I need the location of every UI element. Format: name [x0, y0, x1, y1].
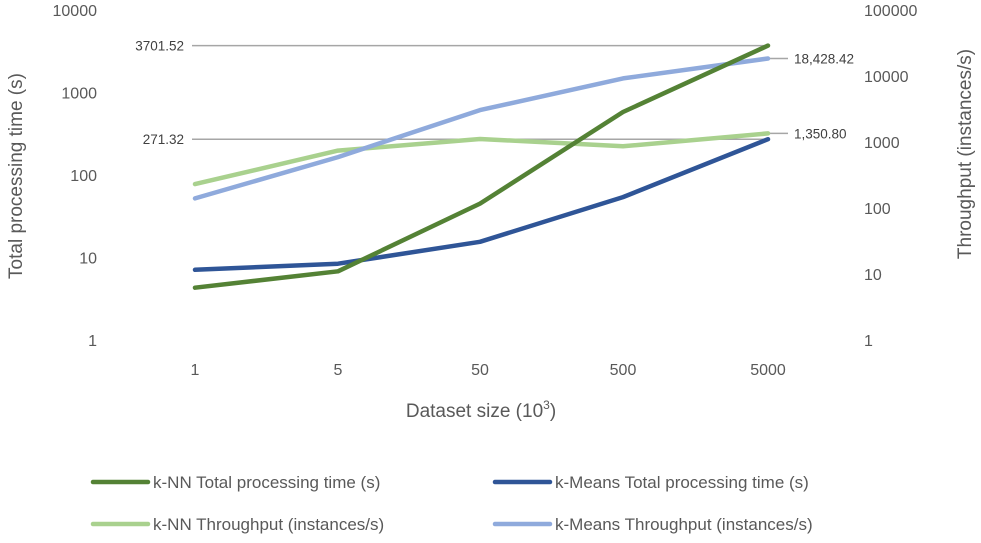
right-tick-label-0: 1: [864, 333, 873, 350]
series-line-1: [192, 136, 771, 273]
right-tick-label-2: 100: [864, 201, 891, 218]
x-axis-title-close: ): [550, 401, 556, 422]
x-tick-label-3: 500: [610, 362, 637, 379]
legend-label-3: k-Means Throughput (instances/s): [555, 515, 813, 534]
x-tick-label-4: 5000: [750, 362, 786, 379]
legend-label-2: k-NN Throughput (instances/s): [153, 515, 384, 534]
left-axis-ticks: 1 10 100 1000 10000: [53, 3, 98, 350]
legend: k-NN Total processing time (s) k-Means To…: [90, 473, 813, 534]
x-tick-label-2: 50: [471, 362, 489, 379]
right-tick-label-3: 1000: [864, 135, 900, 152]
x-axis-title-main: Dataset size (10: [406, 401, 543, 422]
x-tick-label-1: 5: [334, 362, 343, 379]
x-tick-label-0: 1: [191, 362, 200, 379]
reference-label-0: 3701.52: [135, 39, 184, 54]
right-tick-label-1: 10: [864, 267, 882, 284]
left-tick-label-4: 10000: [53, 3, 98, 20]
x-axis-title-sup: 3: [543, 398, 550, 412]
reference-labels: 3701.52 271.32 18,428.42 1,350.80: [135, 39, 854, 148]
series-line-0: [192, 43, 771, 290]
reference-lines: [192, 44, 788, 140]
legend-label-1: k-Means Total processing time (s): [555, 473, 809, 492]
series-lines: [192, 43, 771, 290]
left-tick-label-2: 100: [70, 168, 97, 185]
series-line-2: [192, 131, 771, 187]
reference-label-1: 271.32: [143, 132, 184, 147]
reference-label-3: 1,350.80: [794, 126, 847, 141]
right-tick-label-4: 10000: [864, 69, 909, 86]
x-axis-title: Dataset size (103): [406, 398, 556, 422]
reference-label-2: 18,428.42: [794, 51, 854, 66]
right-axis-ticks: 1 10 100 1000 10000 100000: [864, 3, 917, 350]
left-tick-label-0: 1: [88, 333, 97, 350]
left-tick-label-1: 10: [79, 251, 97, 268]
left-tick-label-3: 1000: [61, 86, 97, 103]
left-axis-title: Total processing time (s): [6, 73, 27, 279]
right-axis-title: Throughput (instances/s): [955, 49, 976, 259]
right-tick-label-5: 100000: [864, 3, 917, 20]
series-line-3: [192, 56, 771, 201]
legend-label-0: k-NN Total processing time (s): [153, 473, 380, 492]
x-axis-ticks: 1 5 50 500 5000: [191, 362, 786, 379]
